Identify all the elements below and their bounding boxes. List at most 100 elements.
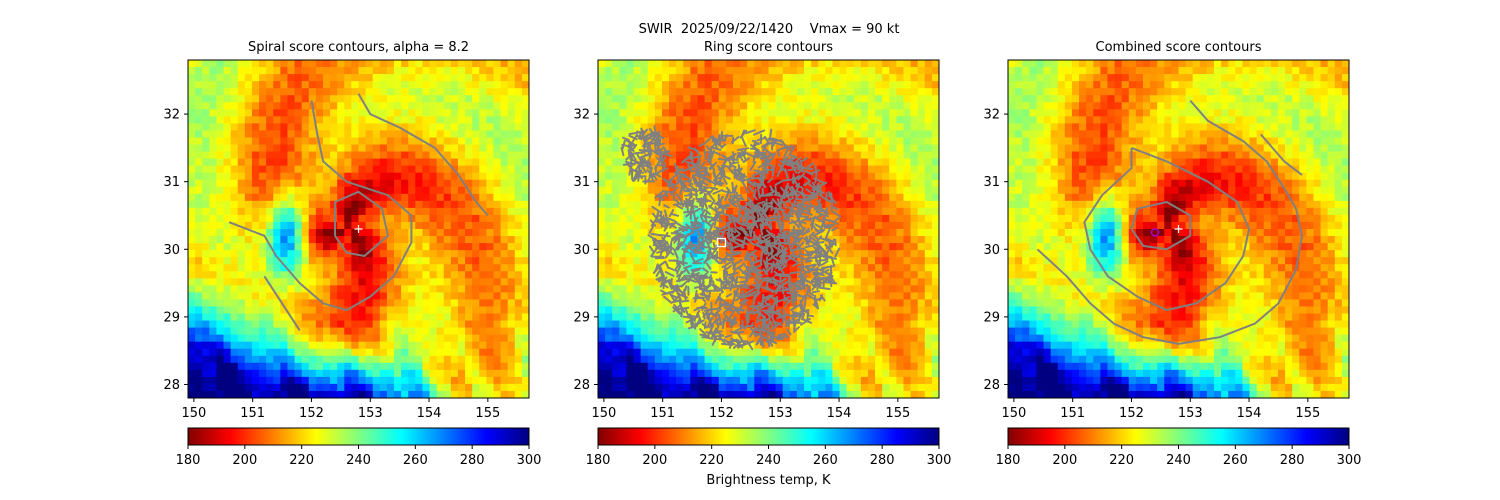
heatmap-cell — [287, 243, 296, 251]
heatmap-cell — [669, 81, 677, 89]
heatmap-cell — [457, 172, 466, 181]
heatmap-cell — [472, 186, 480, 195]
heatmap-cell — [839, 320, 848, 329]
heatmap-cell — [223, 327, 232, 336]
heatmap-cell — [903, 292, 912, 301]
heatmap-cell — [493, 172, 502, 181]
heatmap-cell — [775, 362, 784, 371]
heatmap-cell — [493, 285, 502, 293]
heatmap-cell — [244, 200, 253, 209]
heatmap-cell — [486, 327, 495, 336]
heatmap-cell — [457, 362, 466, 371]
heatmap-cell — [500, 271, 509, 279]
heatmap-cell — [273, 390, 281, 398]
heatmap-cell — [896, 74, 905, 82]
heatmap-cell — [386, 200, 395, 209]
heatmap-cell — [379, 123, 388, 132]
heatmap-cell — [401, 200, 409, 209]
heatmap-cell — [910, 327, 919, 336]
heatmap-cell — [457, 137, 466, 146]
heatmap-cell — [889, 243, 897, 251]
heatmap-cell — [619, 369, 628, 378]
heatmap-cell — [230, 60, 239, 68]
heatmap-cell — [853, 74, 862, 82]
heatmap-cell — [244, 229, 253, 237]
heatmap-cell — [365, 214, 374, 223]
heatmap-cell — [612, 341, 620, 350]
heatmap-cell — [889, 271, 897, 279]
heatmap-cell — [429, 172, 438, 181]
heatmap-cell — [472, 341, 480, 350]
heatmap-cell — [917, 362, 926, 371]
heatmap-cell — [315, 243, 324, 251]
heatmap-cell — [754, 369, 762, 378]
heatmap-cell — [889, 221, 897, 230]
heatmap-cell — [811, 221, 819, 230]
heatmap-cell — [415, 243, 424, 251]
heatmap-cell — [337, 186, 345, 195]
heatmap-cell — [351, 383, 360, 392]
heatmap-cell — [379, 313, 388, 322]
heatmap-cell — [202, 60, 210, 68]
heatmap-cell — [415, 306, 424, 315]
heatmap-cell — [379, 186, 388, 195]
heatmap-cell — [486, 285, 495, 293]
heatmap-cell — [896, 200, 905, 209]
heatmap-cell — [408, 60, 416, 68]
heatmap-cell — [259, 88, 267, 96]
heatmap-cell — [251, 257, 260, 265]
heatmap-cell — [839, 81, 848, 89]
heatmap-cell — [669, 67, 677, 75]
heatmap-cell — [811, 130, 819, 139]
ring-contour-segment — [705, 240, 710, 248]
heatmap-cell — [661, 67, 670, 75]
heatmap-cell — [669, 165, 677, 174]
heatmap-cell — [429, 355, 438, 364]
heatmap-cell — [903, 243, 912, 251]
heatmap-cell — [443, 243, 452, 251]
heatmap-cell — [882, 236, 890, 244]
heatmap-cell — [273, 257, 281, 265]
heatmap-cell — [605, 221, 613, 230]
heatmap-cell — [479, 271, 487, 279]
heatmap-cell — [287, 81, 296, 89]
heatmap-cell — [654, 355, 663, 364]
heatmap-cell — [931, 123, 939, 132]
heatmap-cell — [259, 102, 267, 110]
heatmap-cell — [782, 229, 791, 237]
heatmap-cell — [237, 390, 246, 398]
heatmap-cell — [633, 376, 642, 385]
heatmap-cell — [379, 221, 388, 230]
heatmap-cell — [450, 172, 459, 181]
heatmap-cell — [394, 362, 402, 371]
heatmap-cell — [811, 348, 819, 357]
heatmap-cell — [408, 179, 416, 188]
heatmap-cell — [315, 264, 324, 272]
heatmap-cell — [386, 67, 395, 75]
heatmap-cell — [486, 109, 495, 117]
heatmap-cell — [626, 327, 635, 336]
heatmap-cell — [472, 264, 480, 272]
heatmap-cell — [394, 341, 402, 350]
heatmap-cell — [209, 81, 218, 89]
panel-title: Spiral score contours, alpha = 8.2 — [248, 40, 469, 55]
heatmap-cell — [661, 355, 670, 364]
heatmap-cell — [322, 130, 331, 139]
heatmap-cell — [931, 348, 939, 357]
heatmap-cell — [804, 81, 812, 89]
heatmap-cell — [514, 130, 523, 139]
heatmap-cell — [846, 278, 855, 286]
heatmap-cell — [209, 207, 218, 216]
heatmap-cell — [415, 165, 424, 174]
heatmap-cell — [386, 257, 395, 265]
heatmap-cell — [429, 81, 438, 89]
heatmap-cell — [860, 285, 869, 293]
heatmap-cell — [867, 390, 876, 398]
heatmap-cell — [860, 390, 869, 398]
heatmap-cell — [761, 193, 770, 202]
heatmap-cell — [188, 285, 196, 293]
heatmap-cell — [259, 179, 267, 188]
heatmap-cell — [287, 271, 296, 279]
heatmap-cell — [479, 102, 487, 110]
heatmap-cell — [301, 278, 310, 286]
